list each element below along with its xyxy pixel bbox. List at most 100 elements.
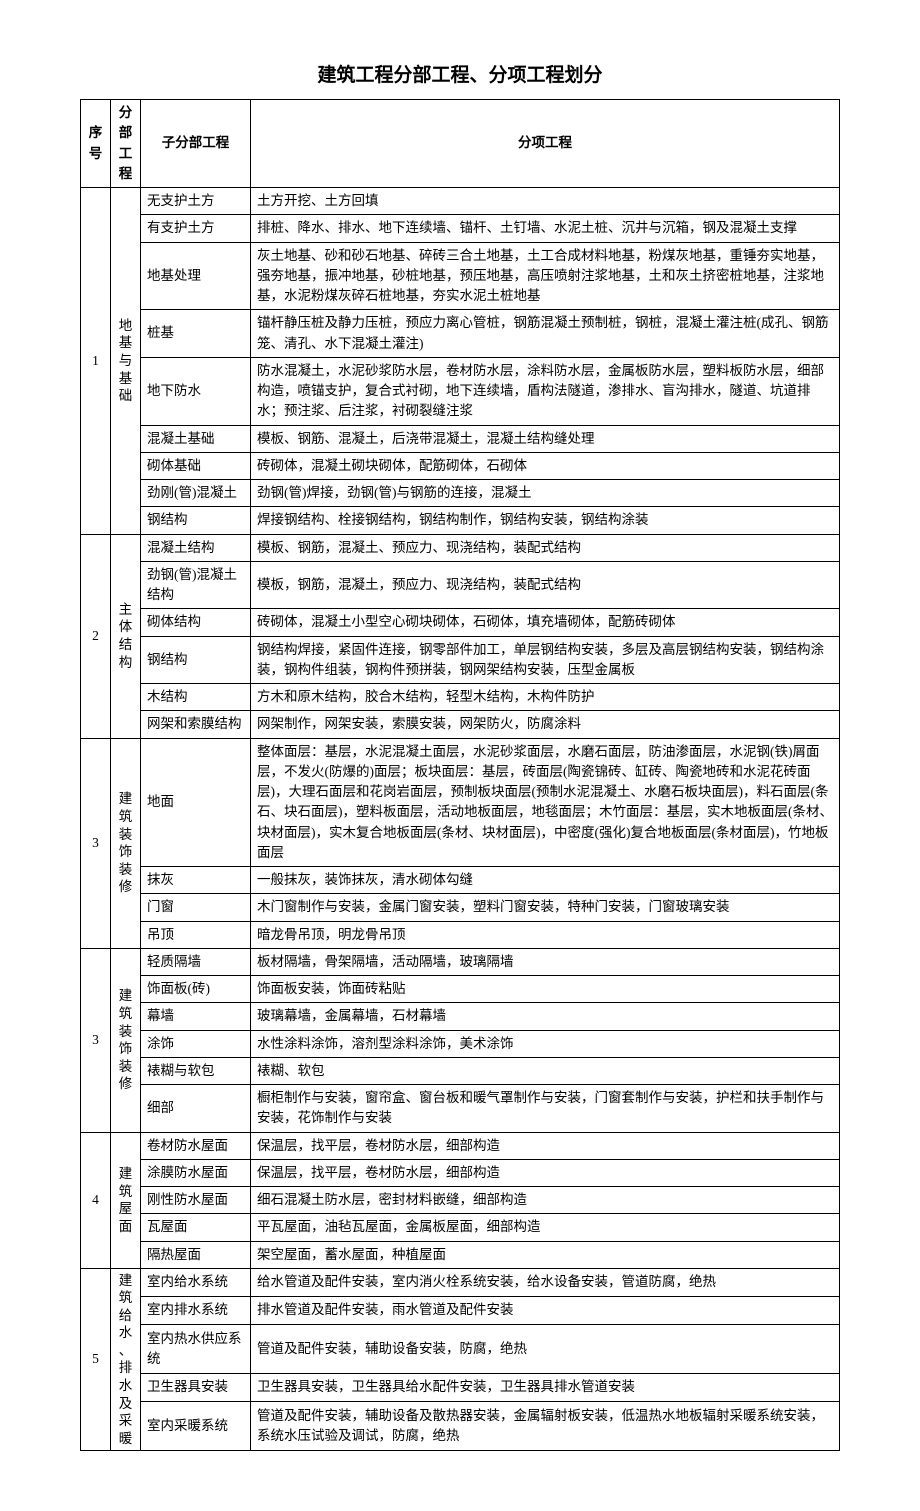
item-cell: 劲钢(管)焊接，劲钢(管)与钢筋的连接，混凝土 (251, 480, 840, 507)
item-cell: 模板、钢筋，混凝土、预应力、现浇结构，装配式结构 (251, 534, 840, 561)
divisions-table: 序号 分部工程 子分部工程 分项工程 1地 基 与 基 础无支护土方土方开挖、土… (80, 99, 840, 1451)
table-row: 混凝土基础模板、钢筋、混凝土，后浇带混凝土，混凝土结构缝处理 (81, 425, 840, 452)
sub-division-cell: 无支护土方 (141, 188, 251, 215)
item-cell: 模板，钢筋，混凝土，预应力、现浇结构，装配式结构 (251, 561, 840, 609)
item-cell: 网架制作，网架安装，索膜安装，网架防火，防腐涂料 (251, 711, 840, 738)
division-cell: 建 筑 装 饰 装 修 (111, 948, 141, 1132)
item-cell: 玻璃幕墙，金属幕墙，石材幕墙 (251, 1003, 840, 1030)
sub-division-cell: 室内给水系统 (141, 1268, 251, 1296)
item-cell: 整体面层：基层，水泥混凝土面层，水泥砂浆面层，水磨石面层，防油渗面层，水泥钢(铁… (251, 738, 840, 867)
table-row: 细部橱柜制作与安装，窗帘盒、窗台板和暖气罩制作与安装，门窗套制作与安装，护栏和扶… (81, 1085, 840, 1133)
table-row: 室内排水系统排水管道及配件安装，雨水管道及配件安装 (81, 1296, 840, 1324)
item-cell: 细石混凝土防水层，密封材料嵌缝，细部构造 (251, 1187, 840, 1214)
item-cell: 焊接钢结构、栓接钢结构，钢结构制作，钢结构安装，钢结构涂装 (251, 507, 840, 534)
division-cell: 主 体 结 构 (111, 534, 141, 738)
header-seq: 序号 (81, 100, 111, 188)
table-row: 地基处理灰土地基、砂和砂石地基、碎砖三合土地基，土工合成材料地基，粉煤灰地基，重… (81, 242, 840, 310)
table-row: 吊顶暗龙骨吊顶，明龙骨吊顶 (81, 921, 840, 948)
table-row: 砌体基础砖砌体，混凝土砌块砌体，配筋砌体，石砌体 (81, 452, 840, 479)
item-cell: 木门窗制作与安装，金属门窗安装，塑料门窗安装，特种门安装，门窗玻璃安装 (251, 894, 840, 921)
table-row: 钢结构钢结构焊接，紧固件连接，钢零部件加工，单层钢结构安装，多层及高层钢结构安装… (81, 636, 840, 684)
table-row: 地下防水防水混凝土，水泥砂浆防水层，卷材防水层，涂料防水层，金属板防水层，塑料板… (81, 357, 840, 425)
seq-cell: 3 (81, 738, 111, 948)
sub-division-cell: 涂膜防水屋面 (141, 1159, 251, 1186)
sub-division-cell: 卷材防水屋面 (141, 1132, 251, 1159)
table-row: 砌体结构砖砌体，混凝土小型空心砌块砌体，石砌体，填充墙砌体，配筋砖砌体 (81, 609, 840, 636)
item-cell: 排水管道及配件安装，雨水管道及配件安装 (251, 1296, 840, 1324)
item-cell: 方木和原木结构，胶合木结构，轻型木结构，木构件防护 (251, 684, 840, 711)
division-cell: 建 筑 屋 面 (111, 1132, 141, 1268)
sub-division-cell: 混凝土结构 (141, 534, 251, 561)
table-row: 4建 筑 屋 面卷材防水屋面保温层，找平层，卷材防水层，细部构造 (81, 1132, 840, 1159)
header-sub: 子分部工程 (141, 100, 251, 188)
table-row: 瓦屋面平瓦屋面，油毡瓦屋面，金属板屋面，细部构造 (81, 1214, 840, 1241)
item-cell: 锚杆静压桩及静力压桩，预应力离心管桩，钢筋混凝土预制桩，钢桩，混凝土灌注桩(成孔… (251, 310, 840, 358)
item-cell: 给水管道及配件安装，室内消火栓系统安装，给水设备安装，管道防腐，绝热 (251, 1268, 840, 1296)
table-row: 饰面板(砖)饰面板安装，饰面砖粘贴 (81, 976, 840, 1003)
item-cell: 饰面板安装，饰面砖粘贴 (251, 976, 840, 1003)
table-row: 卫生器具安装卫生器具安装，卫生器具给水配件安装，卫生器具排水管道安装 (81, 1374, 840, 1402)
item-cell: 钢结构焊接，紧固件连接，钢零部件加工，单层钢结构安装，多层及高层钢结构安装，钢结… (251, 636, 840, 684)
table-row: 2主 体 结 构混凝土结构模板、钢筋，混凝土、预应力、现浇结构，装配式结构 (81, 534, 840, 561)
table-row: 抹灰一般抹灰，装饰抹灰，清水砌体勾缝 (81, 867, 840, 894)
sub-division-cell: 室内采暖系统 (141, 1402, 251, 1451)
item-cell: 一般抹灰，装饰抹灰，清水砌体勾缝 (251, 867, 840, 894)
table-row: 木结构方木和原木结构，胶合木结构，轻型木结构，木构件防护 (81, 684, 840, 711)
sub-division-cell: 砌体基础 (141, 452, 251, 479)
sub-division-cell: 桩基 (141, 310, 251, 358)
sub-division-cell: 轻质隔墙 (141, 948, 251, 975)
sub-division-cell: 裱糊与软包 (141, 1057, 251, 1084)
division-cell: 地 基 与 基 础 (111, 188, 141, 535)
sub-division-cell: 隔热屋面 (141, 1241, 251, 1268)
seq-cell: 1 (81, 188, 111, 535)
sub-division-cell: 卫生器具安装 (141, 1374, 251, 1402)
sub-division-cell: 钢结构 (141, 507, 251, 534)
item-cell: 卫生器具安装，卫生器具给水配件安装，卫生器具排水管道安装 (251, 1374, 840, 1402)
item-cell: 裱糊、软包 (251, 1057, 840, 1084)
table-row: 刚性防水屋面细石混凝土防水层，密封材料嵌缝，细部构造 (81, 1187, 840, 1214)
sub-division-cell: 抹灰 (141, 867, 251, 894)
table-row: 5建 筑 给 水 、 排 水 及 采 暖室内给水系统给水管道及配件安装，室内消火… (81, 1268, 840, 1296)
table-row: 钢结构焊接钢结构、栓接钢结构，钢结构制作，钢结构安装，钢结构涂装 (81, 507, 840, 534)
sub-division-cell: 室内排水系统 (141, 1296, 251, 1324)
seq-cell: 3 (81, 948, 111, 1132)
item-cell: 保温层，找平层，卷材防水层，细部构造 (251, 1132, 840, 1159)
division-cell: 建 筑 给 水 、 排 水 及 采 暖 (111, 1268, 141, 1450)
division-cell: 建 筑 装 饰 装 修 (111, 738, 141, 948)
table-row: 劲钢(管)混凝土结构模板，钢筋，混凝土，预应力、现浇结构，装配式结构 (81, 561, 840, 609)
item-cell: 保温层，找平层，卷材防水层，细部构造 (251, 1159, 840, 1186)
item-cell: 水性涂料涂饰，溶剂型涂料涂饰，美术涂饰 (251, 1030, 840, 1057)
page-title: 建筑工程分部工程、分项工程划分 (80, 60, 840, 87)
item-cell: 砖砌体，混凝土小型空心砌块砌体，石砌体，填充墙砌体，配筋砖砌体 (251, 609, 840, 636)
table-row: 室内采暖系统管道及配件安装，辅助设备及散热器安装，金属辐射板安装，低温热水地板辐… (81, 1402, 840, 1451)
table-row: 桩基锚杆静压桩及静力压桩，预应力离心管桩，钢筋混凝土预制桩，钢桩，混凝土灌注桩(… (81, 310, 840, 358)
table-row: 劲刚(管)混凝土劲钢(管)焊接，劲钢(管)与钢筋的连接，混凝土 (81, 480, 840, 507)
item-cell: 土方开挖、土方回填 (251, 188, 840, 215)
item-cell: 灰土地基、砂和砂石地基、碎砖三合土地基，土工合成材料地基，粉煤灰地基，重锤夯实地… (251, 242, 840, 310)
item-cell: 管道及配件安装，辅助设备及散热器安装，金属辐射板安装，低温热水地板辐射采暖系统安… (251, 1402, 840, 1451)
sub-division-cell: 木结构 (141, 684, 251, 711)
item-cell: 板材隔墙，骨架隔墙，活动隔墙，玻璃隔墙 (251, 948, 840, 975)
sub-division-cell: 瓦屋面 (141, 1214, 251, 1241)
table-row: 1地 基 与 基 础无支护土方土方开挖、土方回填 (81, 188, 840, 215)
header-division: 分部工程 (111, 100, 141, 188)
sub-division-cell: 地下防水 (141, 357, 251, 425)
header-item: 分项工程 (251, 100, 840, 188)
sub-division-cell: 室内热水供应系统 (141, 1325, 251, 1374)
item-cell: 平瓦屋面，油毡瓦屋面，金属板屋面，细部构造 (251, 1214, 840, 1241)
seq-cell: 5 (81, 1268, 111, 1450)
sub-division-cell: 混凝土基础 (141, 425, 251, 452)
table-row: 涂饰水性涂料涂饰，溶剂型涂料涂饰，美术涂饰 (81, 1030, 840, 1057)
sub-division-cell: 门窗 (141, 894, 251, 921)
table-row: 有支护土方排桩、降水、排水、地下连续墙、锚杆、土钉墙、水泥土桩、沉井与沉箱，钢及… (81, 215, 840, 242)
item-cell: 砖砌体，混凝土砌块砌体，配筋砌体，石砌体 (251, 452, 840, 479)
seq-cell: 2 (81, 534, 111, 738)
item-cell: 管道及配件安装，辅助设备安装，防腐，绝热 (251, 1325, 840, 1374)
sub-division-cell: 地面 (141, 738, 251, 867)
table-row: 涂膜防水屋面保温层，找平层，卷材防水层，细部构造 (81, 1159, 840, 1186)
table-row: 3建 筑 装 饰 装 修地面整体面层：基层，水泥混凝土面层，水泥砂浆面层，水磨石… (81, 738, 840, 867)
sub-division-cell: 刚性防水屋面 (141, 1187, 251, 1214)
seq-cell: 4 (81, 1132, 111, 1268)
sub-division-cell: 涂饰 (141, 1030, 251, 1057)
sub-division-cell: 饰面板(砖) (141, 976, 251, 1003)
